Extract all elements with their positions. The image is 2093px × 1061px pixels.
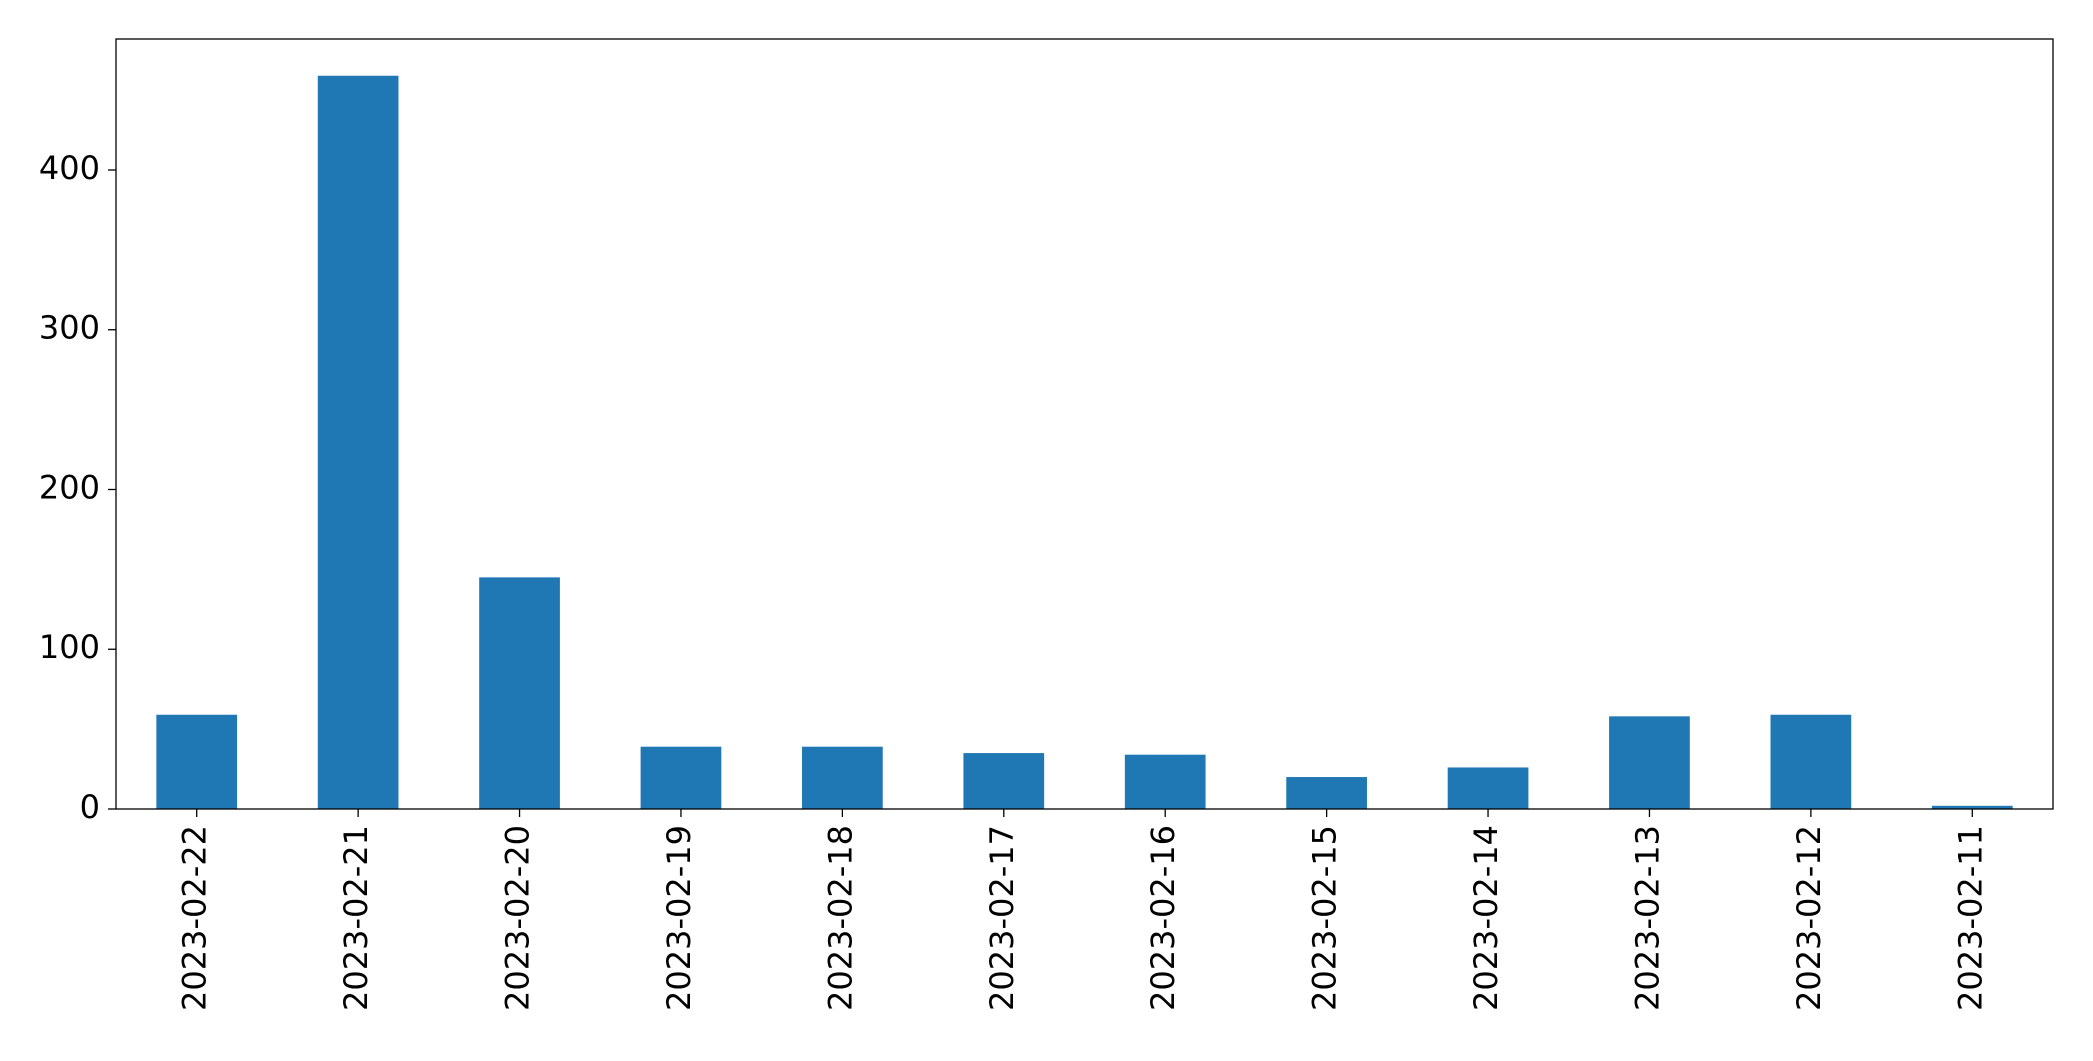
bar xyxy=(479,577,560,809)
bar xyxy=(1286,777,1367,809)
x-tick-label: 2023-02-22 xyxy=(176,825,214,1011)
bar xyxy=(317,75,399,809)
x-tick-label: 2023-02-14 xyxy=(1467,825,1505,1011)
bar xyxy=(1931,805,2013,809)
bar xyxy=(156,714,238,809)
x-tick-label: 2023-02-11 xyxy=(1951,825,1989,1011)
x-tick-label: 2023-02-17 xyxy=(983,825,1021,1011)
x-tick-label: 2023-02-21 xyxy=(337,825,375,1011)
plot-frame xyxy=(115,38,2054,810)
y-tick-label: 400 xyxy=(39,149,100,187)
x-tick-label: 2023-02-15 xyxy=(1306,825,1344,1011)
bar xyxy=(1447,767,1529,809)
x-tick-label: 2023-02-12 xyxy=(1790,825,1828,1011)
bar xyxy=(1124,754,1206,809)
bar xyxy=(1770,714,1852,809)
y-tick-label: 100 xyxy=(39,628,100,666)
x-tick-label: 2023-02-19 xyxy=(660,825,698,1011)
bar xyxy=(1609,716,1690,809)
bar xyxy=(640,746,722,809)
bar xyxy=(963,753,1045,809)
y-tick-label: 0 xyxy=(80,788,100,826)
bar xyxy=(802,746,883,809)
x-tick-label: 2023-02-20 xyxy=(499,825,537,1011)
y-tick-label: 200 xyxy=(39,468,100,506)
x-tick-label: 2023-02-13 xyxy=(1628,825,1666,1011)
y-tick-label: 300 xyxy=(39,309,100,347)
x-tick-label: 2023-02-16 xyxy=(1144,825,1182,1011)
x-tick-label: 2023-02-18 xyxy=(821,825,859,1011)
